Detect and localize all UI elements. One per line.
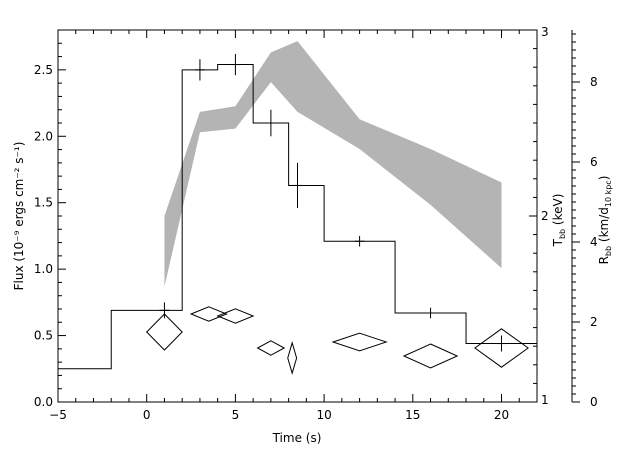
radius-diamond	[402, 343, 459, 369]
x-tick-label: 5	[232, 408, 240, 422]
x-tick-label: 20	[494, 408, 509, 422]
temperature-band	[164, 41, 502, 287]
radius-diamond	[189, 306, 228, 322]
radius-label-mid: (km/d	[597, 207, 611, 246]
radius-axis-label: Rbb (km/d10 kpc)	[597, 176, 613, 265]
temperature-axis-ticks: 1 2 3	[529, 25, 549, 407]
x-axis-label: Time (s)	[272, 431, 322, 445]
flux-axis-ticks: 0.0 0.5 1.0 1.5 2.0 2.5	[34, 42, 66, 409]
temperature-label-sub: bb	[558, 229, 567, 239]
radius-diamond	[146, 313, 183, 351]
radius-diamond	[474, 328, 529, 368]
x-tick-label: 0	[143, 408, 151, 422]
x-tick-label: 15	[405, 408, 420, 422]
temperature-tick-label: 2	[541, 209, 549, 223]
radius-label-sub2: 10 kpc	[604, 180, 613, 207]
radius-label-main: R	[597, 256, 611, 264]
flux-tick-label: 0.5	[34, 329, 53, 343]
temperature-tick-label: 3	[541, 25, 549, 39]
radius-label-end: )	[597, 176, 611, 181]
temperature-axis-label: Tbb (keV)	[551, 194, 567, 248]
flux-tick-label: 1.0	[34, 262, 53, 276]
temperature-label-rest: (keV)	[551, 194, 565, 229]
radius-diamond	[331, 332, 388, 352]
radius-tick-label: 6	[590, 155, 598, 169]
radius-tick-label: 8	[590, 75, 598, 89]
flux-tick-label: 1.5	[34, 196, 53, 210]
radius-label-sub: bb	[604, 246, 613, 256]
radius-diamond	[256, 340, 286, 356]
x-tick-label: 10	[316, 408, 331, 422]
radius-diamond	[216, 308, 255, 324]
flux-error-bar-layer	[159, 53, 507, 352]
radius-tick-label: 0	[590, 395, 598, 409]
radius-diamond-layer	[146, 306, 529, 375]
flux-axis-label: Flux (10⁻⁹ ergs cm⁻² s⁻¹)	[12, 142, 26, 291]
flux-tick-label: 0.0	[34, 395, 53, 409]
x-tick-label: −5	[49, 408, 67, 422]
radius-diamond	[287, 341, 298, 375]
temperature-band-layer	[164, 41, 502, 287]
radius-tick-label: 4	[590, 235, 598, 249]
radius-tick-label: 2	[590, 315, 598, 329]
flux-tick-label: 2.0	[34, 129, 53, 143]
temperature-label-main: T	[551, 238, 565, 247]
temperature-tick-label: 1	[541, 393, 549, 407]
flux-tick-label: 2.5	[34, 63, 53, 77]
radius-axis-ticks: 0 2 4 6 8	[572, 33, 598, 409]
